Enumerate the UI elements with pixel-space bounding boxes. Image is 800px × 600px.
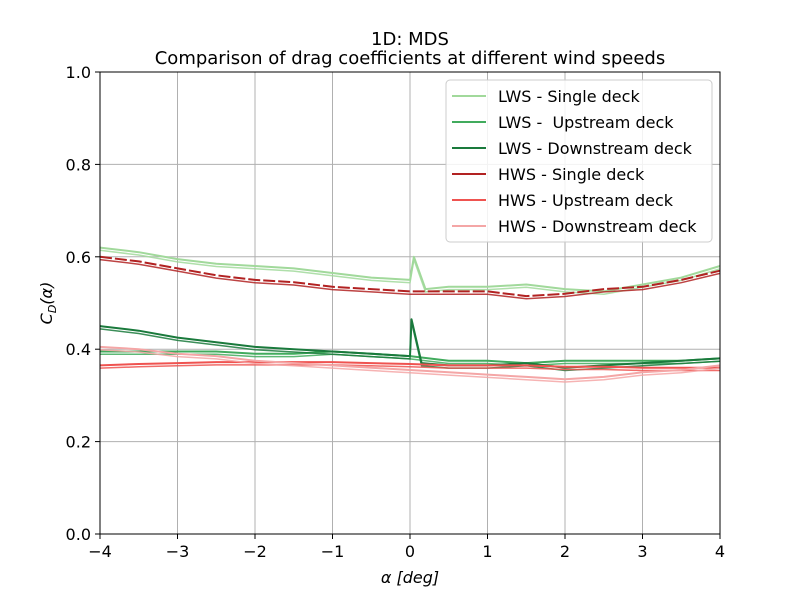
chart-title: 1D: MDS <box>371 29 449 50</box>
legend-label: HWS - Single deck <box>498 165 645 184</box>
y-tick-label: 0.0 <box>66 525 91 544</box>
y-axis-label-sub: D <box>46 305 59 313</box>
x-tick-label: 0 <box>405 542 415 561</box>
x-tick-label: −1 <box>321 542 345 561</box>
y-axis-label: CD(α) <box>37 282 59 325</box>
series-line-trace <box>99 348 721 383</box>
x-tick-label: −4 <box>88 542 112 561</box>
y-axis-ticks: 0.0 0.2 0.4 0.6 0.8 1.0 <box>66 63 100 544</box>
x-tick-label: 4 <box>715 542 725 561</box>
series-line <box>99 361 720 369</box>
series-line <box>99 255 721 298</box>
chart-subtitle: Comparison of drag coefficients at diffe… <box>155 48 666 69</box>
y-axis-label-main: C <box>37 312 56 324</box>
y-axis-label-tail: (α) <box>37 282 56 305</box>
x-axis-ticks: −4 −3 −2 −1 0 1 2 3 4 <box>88 534 725 561</box>
x-axis-label: α [deg] <box>381 568 439 587</box>
y-tick-label: 0.4 <box>66 340 91 359</box>
legend-items: LWS - Single deck LWS - Upstream deck LWS … <box>452 87 697 236</box>
series-line-trace <box>99 258 721 300</box>
series-line <box>99 345 721 381</box>
y-tick-label: 1.0 <box>66 63 91 82</box>
legend: LWS - Single deck LWS - Upstream deck LWS … <box>445 79 713 243</box>
x-tick-label: 2 <box>560 542 570 561</box>
y-tick-label: 0.6 <box>66 248 91 267</box>
legend-frame <box>445 79 713 243</box>
series-line-trace <box>99 321 721 372</box>
y-tick-label: 0.2 <box>66 433 91 452</box>
legend-label: HWS - Upstream deck <box>498 191 674 210</box>
y-tick-label: 0.8 <box>66 155 91 174</box>
legend-label: HWS - Downstream deck <box>498 217 697 236</box>
x-tick-label: 3 <box>637 542 647 561</box>
x-tick-label: −3 <box>166 542 190 561</box>
series-line <box>99 318 721 369</box>
legend-label: LWS - Upstream deck <box>498 113 674 132</box>
legend-label: LWS - Single deck <box>498 87 640 106</box>
x-tick-label: −2 <box>243 542 267 561</box>
legend-label: LWS - Downstream deck <box>498 139 693 158</box>
series-line-trace <box>99 249 721 295</box>
series-lines <box>99 246 721 383</box>
series-line-trace <box>99 364 720 372</box>
x-tick-label: 1 <box>482 542 492 561</box>
